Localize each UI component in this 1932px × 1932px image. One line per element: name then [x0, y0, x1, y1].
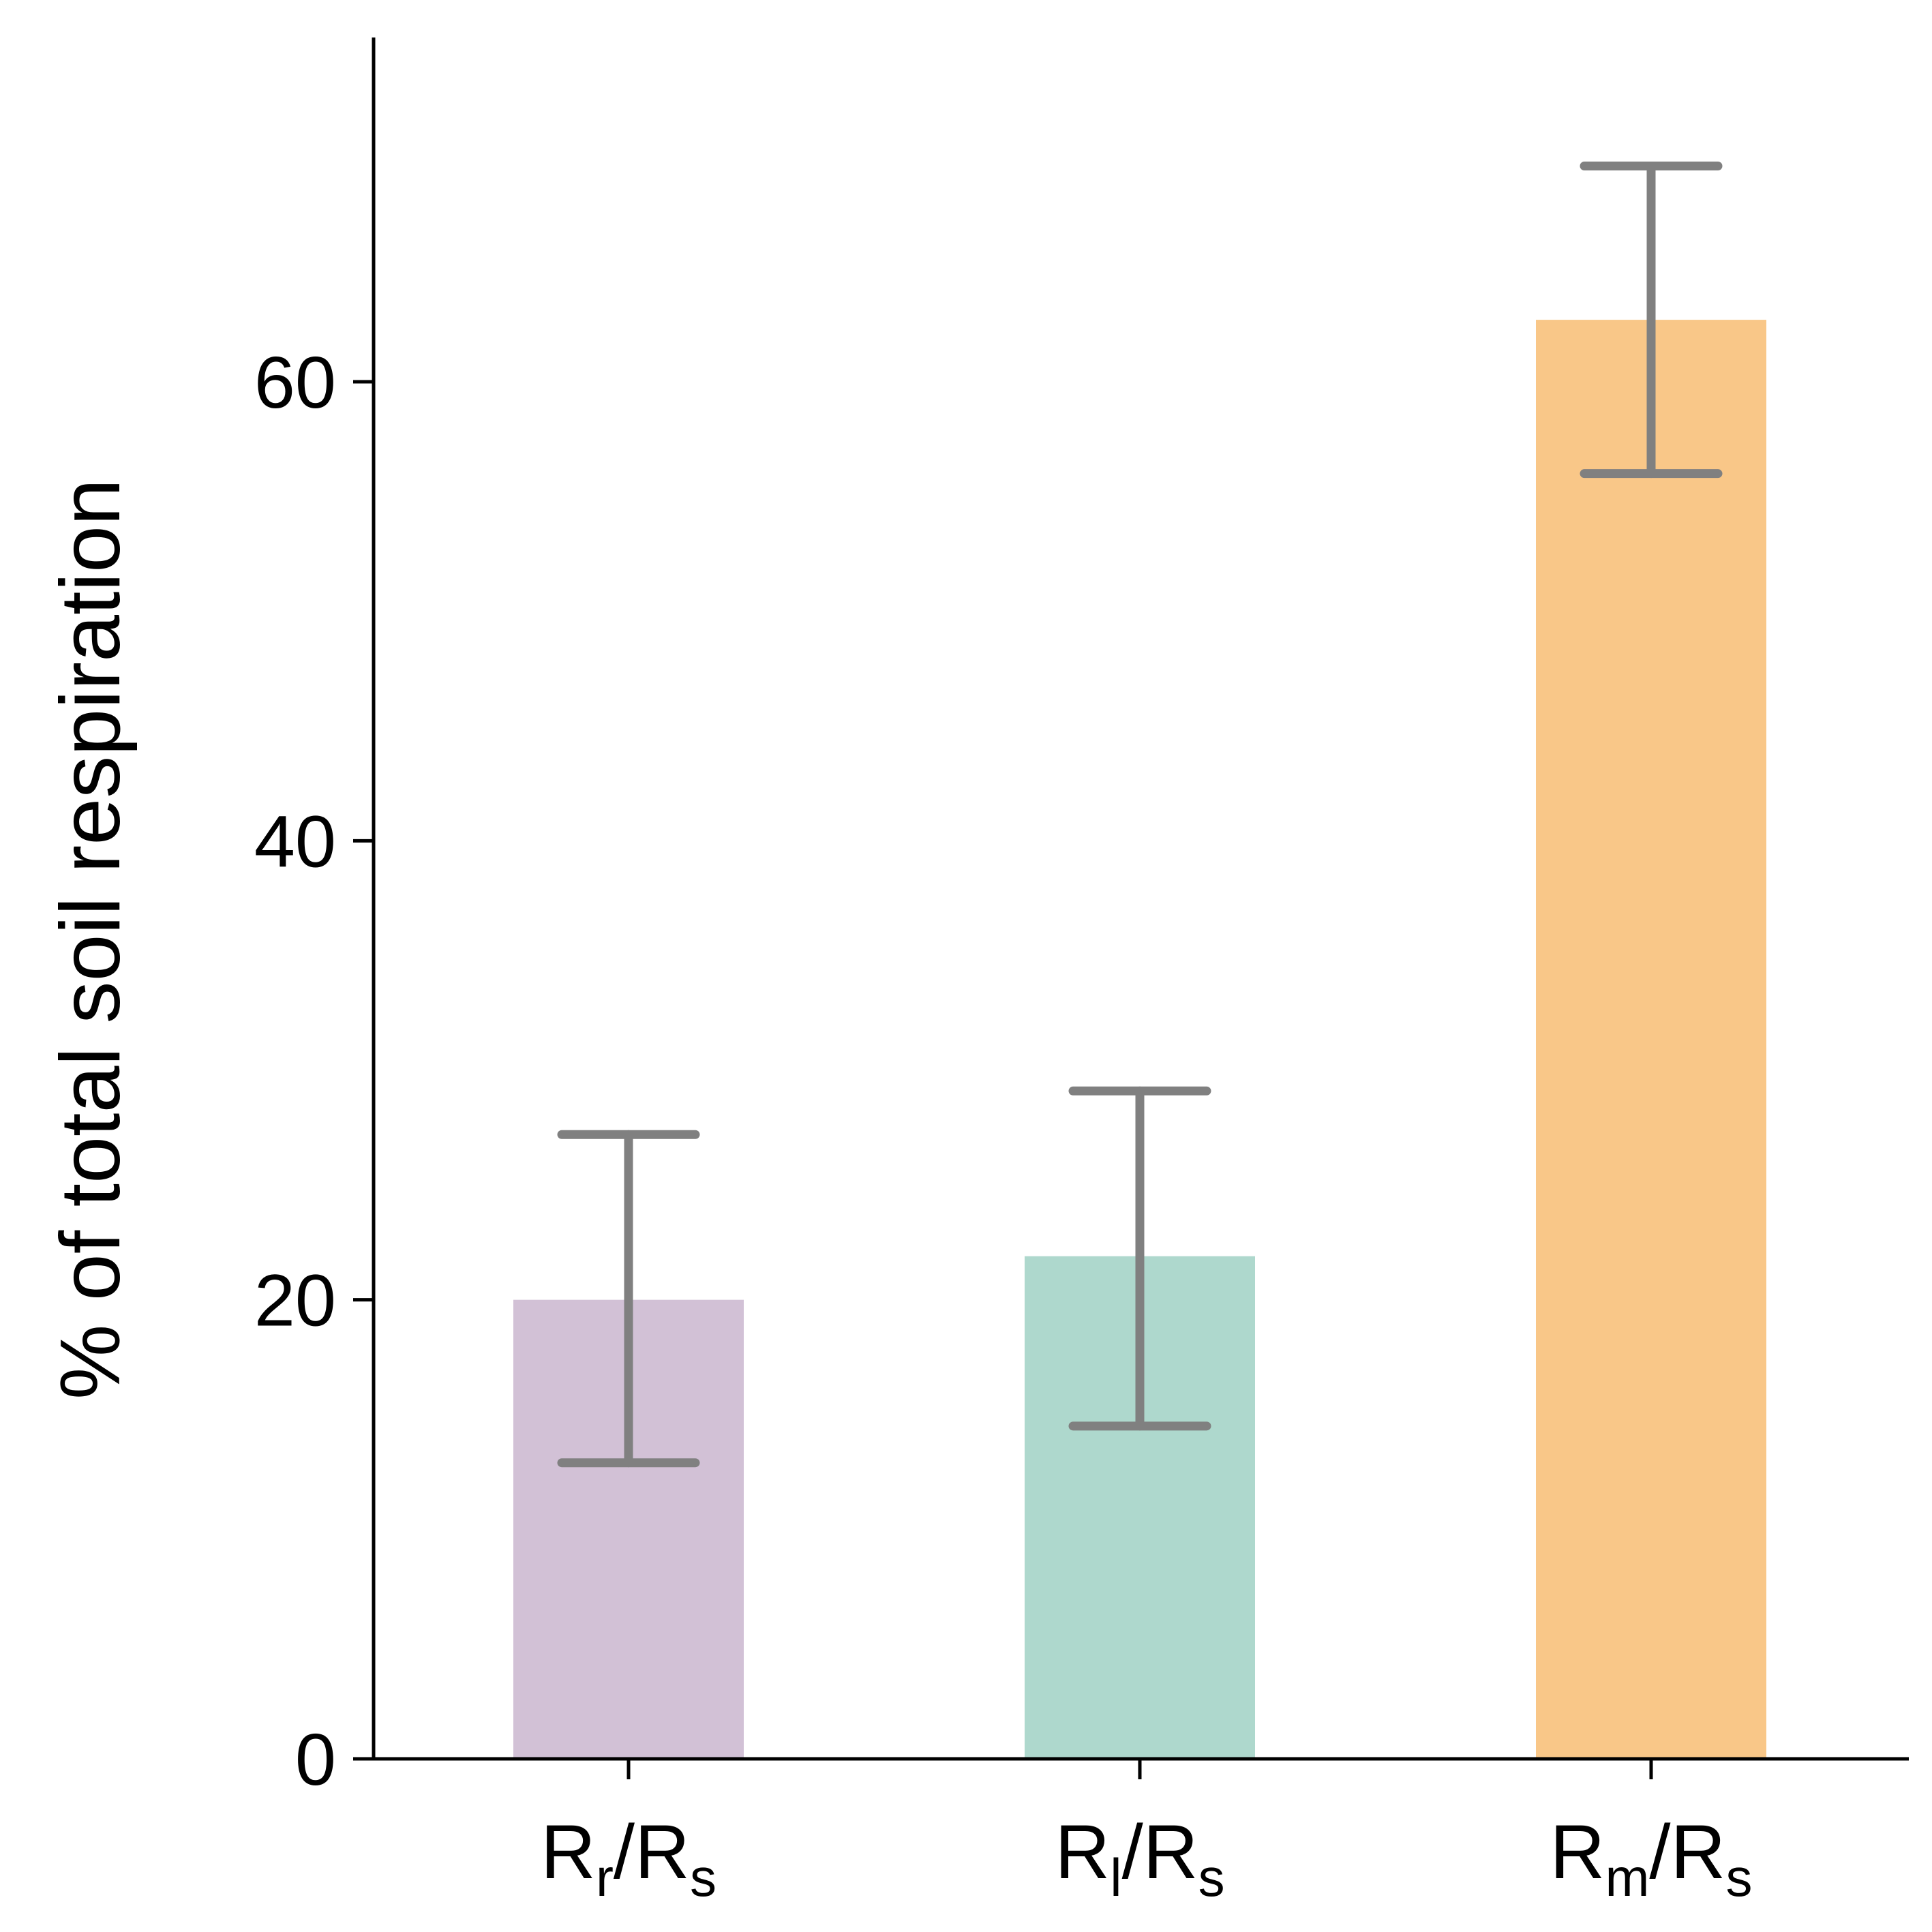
error-bars-layer — [557, 162, 1723, 1468]
x-tick-label: Rm/Rs — [1550, 1809, 1753, 1907]
error-bar-0 — [557, 1130, 700, 1468]
y-ticks-layer: 0 20 40 60 — [254, 341, 374, 1800]
y-tick-label: 0 — [295, 1718, 336, 1800]
y-tick-label: 40 — [254, 800, 336, 882]
error-bar-2 — [1580, 162, 1723, 479]
x-tick-label: Rr/Rs — [541, 1809, 716, 1907]
y-axis-title: % of total soil respiration — [44, 479, 138, 1400]
y-tick-label: 20 — [254, 1259, 336, 1342]
bar-2 — [1536, 320, 1766, 1759]
y-tick-label: 60 — [254, 341, 336, 423]
x-tick-label: Rl/Rs — [1055, 1809, 1224, 1907]
error-bar-1 — [1068, 1086, 1211, 1431]
bars-layer — [513, 320, 1766, 1759]
x-ticks-layer: Rr/Rs Rl/Rs Rm/Rs — [541, 1759, 1752, 1907]
